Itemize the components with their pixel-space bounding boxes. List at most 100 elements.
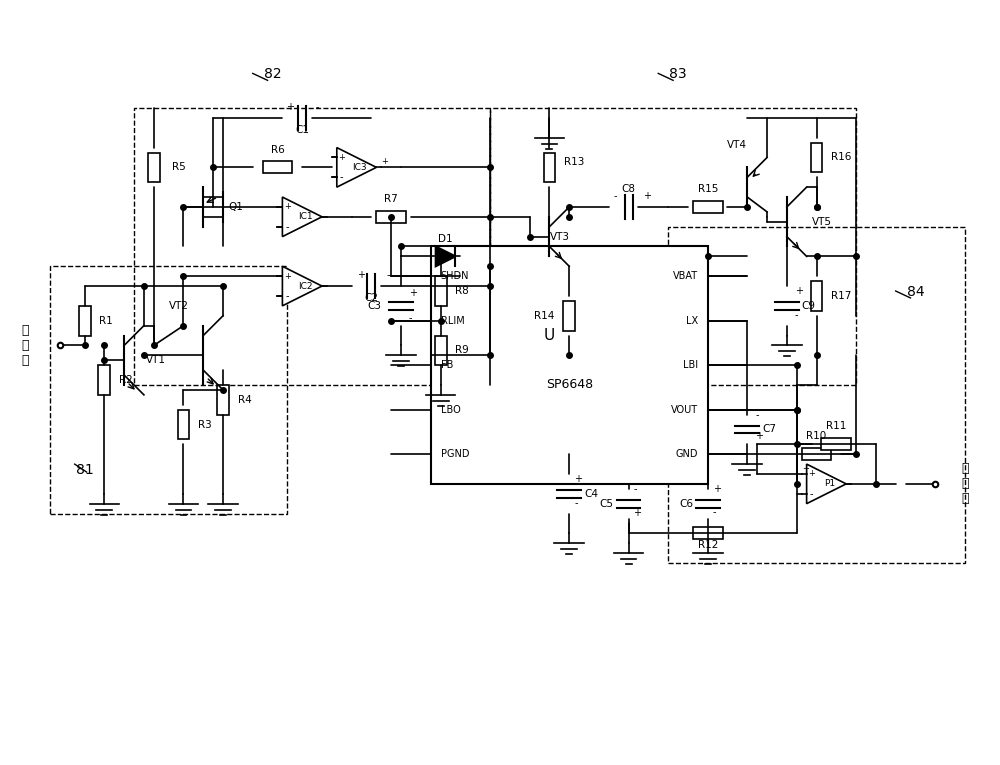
Text: C8: C8 bbox=[622, 184, 636, 194]
Text: 84: 84 bbox=[907, 285, 924, 299]
Text: C4: C4 bbox=[584, 489, 598, 499]
Text: -: - bbox=[286, 222, 289, 232]
Text: R14: R14 bbox=[534, 311, 554, 321]
Text: +: + bbox=[381, 158, 388, 167]
Bar bbox=[435, 276, 447, 306]
Text: -: - bbox=[574, 498, 578, 508]
Text: -: - bbox=[315, 102, 319, 112]
Text: -: - bbox=[386, 270, 390, 280]
Text: -: - bbox=[409, 313, 413, 323]
Text: R16: R16 bbox=[831, 152, 852, 162]
Text: SP6648: SP6648 bbox=[546, 379, 593, 392]
Text: IC3: IC3 bbox=[352, 163, 367, 172]
Text: GND: GND bbox=[675, 449, 698, 459]
Text: R6: R6 bbox=[271, 145, 284, 155]
Text: R7: R7 bbox=[384, 194, 398, 204]
Text: VT1: VT1 bbox=[146, 355, 166, 365]
Text: LX: LX bbox=[686, 316, 698, 326]
Bar bbox=[376, 211, 406, 223]
Text: -: - bbox=[795, 310, 798, 320]
Text: R10: R10 bbox=[806, 431, 827, 441]
Text: C1: C1 bbox=[295, 125, 309, 135]
Text: R8: R8 bbox=[455, 286, 469, 296]
Text: LBO: LBO bbox=[441, 405, 460, 415]
Text: +: + bbox=[338, 153, 345, 162]
Bar bbox=[178, 410, 189, 439]
Text: +: + bbox=[284, 272, 291, 281]
Text: +: + bbox=[755, 431, 763, 441]
Text: +: + bbox=[795, 286, 803, 296]
Text: R1: R1 bbox=[99, 316, 113, 326]
Bar bbox=[563, 301, 575, 330]
Bar bbox=[79, 306, 91, 336]
Text: +: + bbox=[808, 470, 815, 478]
Bar bbox=[544, 152, 555, 182]
Text: VOUT: VOUT bbox=[671, 405, 698, 415]
Text: SHDN: SHDN bbox=[441, 271, 469, 282]
Text: R4: R4 bbox=[238, 395, 252, 405]
Text: 83: 83 bbox=[669, 67, 687, 81]
Text: 输
入
端: 输 入 端 bbox=[21, 324, 29, 367]
Text: FB: FB bbox=[441, 360, 453, 370]
Text: R17: R17 bbox=[831, 291, 852, 301]
Text: 81: 81 bbox=[76, 463, 93, 477]
Text: +: + bbox=[574, 474, 582, 484]
Text: C5: C5 bbox=[600, 499, 614, 509]
Text: VT4: VT4 bbox=[727, 139, 747, 150]
Text: VT5: VT5 bbox=[812, 216, 832, 226]
Text: PGND: PGND bbox=[441, 449, 469, 459]
Text: Q1: Q1 bbox=[228, 202, 243, 212]
Bar bbox=[802, 448, 831, 460]
Text: +: + bbox=[286, 102, 294, 112]
Text: +: + bbox=[802, 464, 809, 473]
Text: RLIM: RLIM bbox=[441, 316, 464, 326]
Text: 82: 82 bbox=[264, 67, 281, 81]
Text: C3: C3 bbox=[367, 301, 381, 311]
Text: +: + bbox=[357, 270, 365, 280]
Bar bbox=[98, 365, 110, 395]
Polygon shape bbox=[807, 464, 846, 503]
Bar bbox=[431, 246, 708, 484]
Text: D1: D1 bbox=[438, 233, 453, 243]
Text: +: + bbox=[643, 191, 651, 201]
Text: -: - bbox=[634, 483, 637, 493]
Text: U: U bbox=[544, 328, 555, 343]
Text: R9: R9 bbox=[455, 345, 469, 356]
Bar bbox=[693, 527, 723, 539]
Bar bbox=[217, 385, 229, 415]
Text: IC1: IC1 bbox=[298, 213, 312, 221]
Text: LBI: LBI bbox=[683, 360, 698, 370]
Polygon shape bbox=[282, 197, 322, 236]
Text: C6: C6 bbox=[679, 499, 693, 509]
Text: -: - bbox=[810, 489, 813, 499]
Text: P1: P1 bbox=[824, 480, 835, 488]
Polygon shape bbox=[282, 266, 322, 306]
Text: R3: R3 bbox=[198, 419, 212, 429]
Text: VT3: VT3 bbox=[549, 232, 569, 242]
Text: 输
出
端: 输 出 端 bbox=[961, 462, 969, 506]
Text: VT2: VT2 bbox=[169, 301, 189, 311]
Text: +: + bbox=[634, 507, 642, 518]
Text: R5: R5 bbox=[172, 162, 185, 172]
Text: R2: R2 bbox=[119, 375, 133, 385]
Text: -: - bbox=[755, 409, 759, 420]
Bar bbox=[263, 161, 292, 174]
Text: R15: R15 bbox=[698, 184, 718, 194]
Bar bbox=[693, 201, 723, 213]
Text: C9: C9 bbox=[802, 301, 816, 311]
Text: +: + bbox=[409, 288, 417, 298]
Text: R12: R12 bbox=[698, 540, 718, 550]
Text: R11: R11 bbox=[826, 422, 846, 431]
Polygon shape bbox=[337, 148, 376, 187]
Bar bbox=[811, 281, 822, 311]
Text: -: - bbox=[713, 507, 716, 518]
Text: +: + bbox=[713, 483, 721, 493]
Text: C2: C2 bbox=[364, 293, 378, 303]
Text: -: - bbox=[286, 291, 289, 301]
Text: -: - bbox=[614, 191, 617, 201]
Bar bbox=[821, 438, 851, 451]
Text: IC2: IC2 bbox=[298, 282, 312, 291]
Polygon shape bbox=[436, 246, 455, 266]
Bar bbox=[148, 152, 160, 182]
Text: -: - bbox=[340, 172, 343, 182]
